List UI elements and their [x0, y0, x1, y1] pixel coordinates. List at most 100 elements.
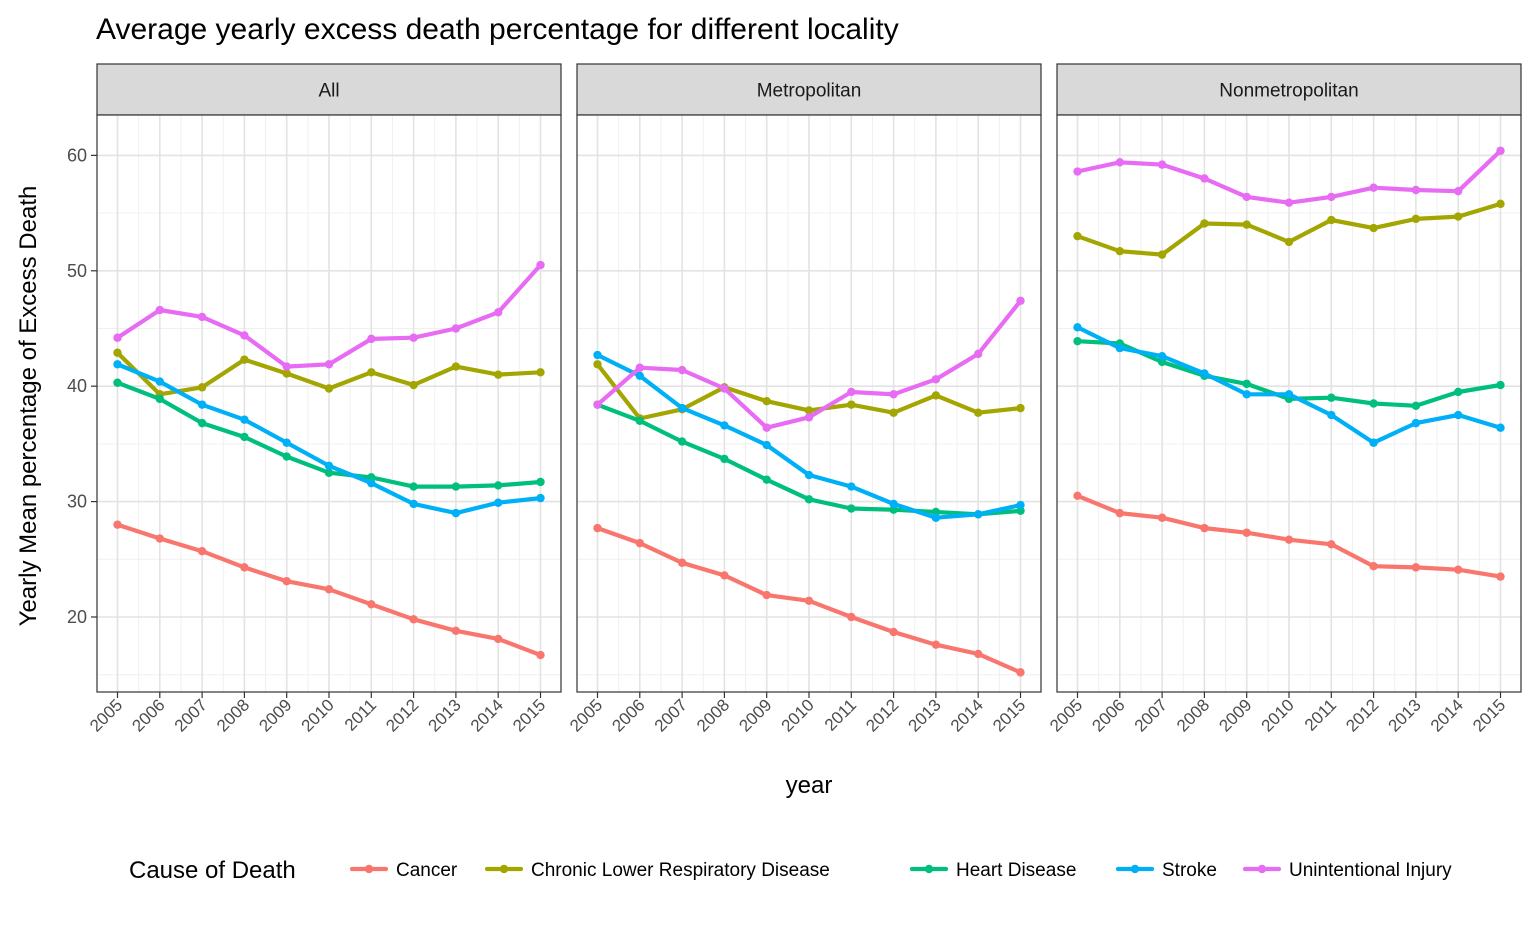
data-point-unintentional-injury: [1496, 146, 1505, 155]
data-point-stroke: [155, 377, 164, 386]
data-point-cancer: [1016, 668, 1025, 677]
legend-label-unintentional-injury: Unintentional Injury: [1289, 860, 1452, 881]
data-point-heart-disease: [451, 482, 461, 491]
data-point-chronic-lower-respiratory-disease: [1369, 223, 1378, 233]
data-point-cancer: [1242, 528, 1251, 537]
data-point-stroke: [974, 510, 983, 519]
data-point-cancer: [1073, 491, 1082, 501]
data-point-heart-disease: [536, 477, 545, 487]
facet-label-metropolitan: Metropolitan: [757, 81, 862, 102]
data-point-cancer: [847, 612, 856, 622]
data-point-chronic-lower-respiratory-disease: [1016, 403, 1025, 413]
data-point-cancer: [367, 600, 376, 609]
data-point-stroke: [1454, 410, 1463, 420]
data-point-cancer: [240, 563, 249, 572]
data-point-cancer: [1496, 572, 1505, 581]
data-point-heart-disease: [282, 452, 291, 461]
data-point-unintentional-injury: [1411, 185, 1421, 195]
data-point-stroke: [762, 440, 771, 450]
data-point-cancer: [720, 571, 729, 580]
y-tick-label: 40: [67, 376, 87, 396]
data-point-chronic-lower-respiratory-disease: [889, 408, 898, 417]
y-tick-label: 30: [67, 492, 87, 512]
data-point-stroke: [889, 499, 898, 509]
data-point-heart-disease: [1073, 336, 1082, 346]
legend-key-point-heart-disease: [924, 864, 934, 874]
facet-label-nonmetropolitan: Nonmetropolitan: [1219, 81, 1358, 102]
data-point-unintentional-injury: [974, 349, 983, 359]
data-point-cancer: [324, 585, 334, 594]
data-point-stroke: [720, 421, 729, 430]
data-point-unintentional-injury: [1242, 192, 1251, 202]
legend: Cause of Death Cancer Chronic Lower Respi…: [129, 857, 1452, 884]
data-point-heart-disease: [635, 416, 644, 426]
data-point-stroke: [1157, 351, 1167, 361]
data-point-chronic-lower-respiratory-disease: [197, 383, 207, 392]
data-point-heart-disease: [240, 432, 249, 442]
data-point-stroke: [1327, 410, 1336, 420]
data-point-cancer: [1454, 565, 1463, 574]
data-point-cancer: [1157, 513, 1167, 522]
data-point-heart-disease: [409, 482, 418, 491]
data-point-cancer: [593, 523, 602, 533]
data-point-unintentional-injury: [536, 260, 545, 270]
data-point-chronic-lower-respiratory-disease: [1284, 237, 1294, 247]
data-point-cancer: [494, 634, 503, 644]
data-point-stroke: [593, 350, 602, 360]
data-point-unintentional-injury: [240, 331, 249, 340]
legend-title: Cause of Death: [129, 857, 296, 884]
data-point-unintentional-injury: [197, 312, 207, 322]
data-point-unintentional-injury: [282, 362, 291, 371]
data-point-cancer: [409, 615, 418, 624]
data-point-chronic-lower-respiratory-disease: [1073, 231, 1082, 241]
data-point-unintentional-injury: [494, 308, 503, 317]
data-point-heart-disease: [324, 468, 334, 477]
y-tick-label: 20: [67, 607, 87, 627]
data-point-cancer: [1284, 535, 1294, 544]
data-point-heart-disease: [1327, 393, 1336, 402]
data-point-stroke: [804, 470, 814, 480]
data-point-chronic-lower-respiratory-disease: [762, 396, 771, 406]
data-point-chronic-lower-respiratory-disease: [324, 384, 334, 393]
data-point-cancer: [1411, 563, 1421, 572]
data-point-heart-disease: [113, 378, 122, 387]
y-tick-label: 60: [67, 145, 87, 165]
data-point-unintentional-injury: [1369, 183, 1378, 192]
data-point-heart-disease: [1369, 399, 1378, 408]
legend-label-chronic-lower-respiratory-disease: Chronic Lower Respiratory Disease: [531, 860, 830, 881]
legend-key-point-stroke: [1130, 864, 1140, 874]
data-point-stroke: [240, 415, 249, 424]
data-point-chronic-lower-respiratory-disease: [1115, 246, 1125, 256]
data-point-chronic-lower-respiratory-disease: [593, 360, 602, 369]
data-point-stroke: [847, 482, 856, 491]
data-point-heart-disease: [1016, 506, 1025, 516]
legend-label-cancer: Cancer: [396, 860, 458, 881]
legend-label-stroke: Stroke: [1162, 860, 1217, 881]
data-point-chronic-lower-respiratory-disease: [974, 408, 983, 417]
data-point-heart-disease: [762, 475, 771, 484]
data-point-chronic-lower-respiratory-disease: [451, 362, 461, 371]
data-point-cancer: [762, 590, 771, 600]
data-point-stroke: [494, 498, 503, 507]
data-point-cancer: [1115, 508, 1125, 518]
legend-key-point-chronic-lower-respiratory-disease: [499, 864, 509, 874]
data-point-heart-disease: [1454, 387, 1463, 397]
data-point-heart-disease: [677, 437, 687, 446]
data-point-heart-disease: [1242, 379, 1251, 389]
data-point-unintentional-injury: [1157, 160, 1167, 169]
data-point-stroke: [113, 360, 122, 369]
data-point-unintentional-injury: [155, 305, 164, 315]
data-point-unintentional-injury: [931, 375, 941, 384]
data-point-heart-disease: [197, 418, 207, 428]
data-point-chronic-lower-respiratory-disease: [1496, 199, 1505, 209]
data-point-chronic-lower-respiratory-disease: [1157, 250, 1167, 259]
data-point-cancer: [536, 650, 545, 660]
data-point-unintentional-injury: [1115, 158, 1125, 167]
data-point-heart-disease: [494, 481, 503, 490]
data-point-heart-disease: [804, 495, 814, 504]
data-point-cancer: [1369, 562, 1378, 571]
